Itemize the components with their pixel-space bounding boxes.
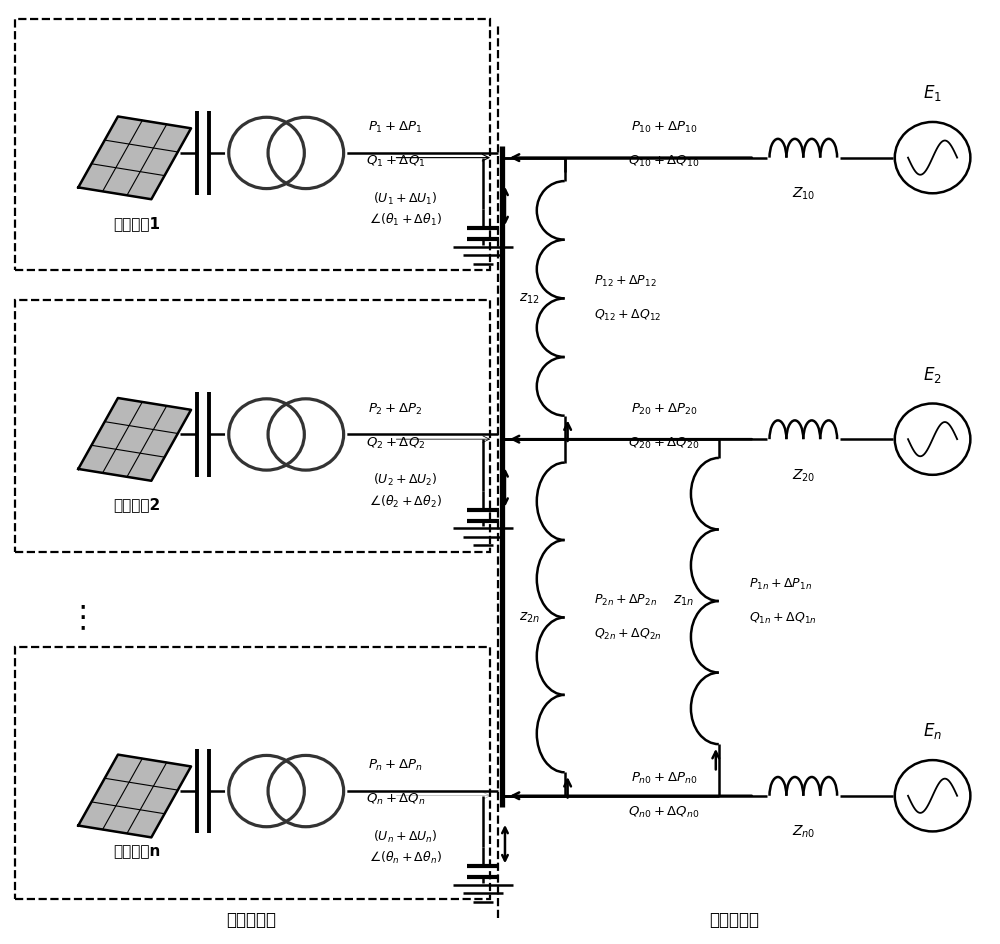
Text: 光伏设备n: 光伏设备n xyxy=(113,845,161,860)
Circle shape xyxy=(226,378,347,492)
Circle shape xyxy=(229,117,304,189)
Text: $Z_{20}$: $Z_{20}$ xyxy=(792,467,815,483)
Text: $P_2+\Delta P_2$: $P_2+\Delta P_2$ xyxy=(368,401,423,416)
Text: $E_2$: $E_2$ xyxy=(923,364,942,385)
Text: $Q_{2n}+\Delta Q_{2n}$: $Q_{2n}+\Delta Q_{2n}$ xyxy=(594,627,662,642)
Text: $Q_{10}+\Delta Q_{10}$: $Q_{10}+\Delta Q_{10}$ xyxy=(628,154,700,169)
Text: $Z_{n0}$: $Z_{n0}$ xyxy=(792,824,815,840)
Text: $P_{2n}+\Delta P_{2n}$: $P_{2n}+\Delta P_{2n}$ xyxy=(594,593,657,608)
Text: $P_{1n}+\Delta P_{1n}$: $P_{1n}+\Delta P_{1n}$ xyxy=(749,577,812,592)
Text: $P_1+\Delta P_1$: $P_1+\Delta P_1$ xyxy=(368,120,423,135)
Text: 光伏设备1: 光伏设备1 xyxy=(114,216,161,231)
Text: $Q_{12}+\Delta Q_{12}$: $Q_{12}+\Delta Q_{12}$ xyxy=(594,308,662,323)
Text: $\angle(\theta_n+\Delta\theta_n)$: $\angle(\theta_n+\Delta\theta_n)$ xyxy=(369,851,442,867)
Text: $Q_{20}+\Delta Q_{20}$: $Q_{20}+\Delta Q_{20}$ xyxy=(628,435,700,450)
Polygon shape xyxy=(78,398,191,480)
Circle shape xyxy=(229,755,304,827)
Text: $Q_1+\Delta Q_1$: $Q_1+\Delta Q_1$ xyxy=(366,154,425,169)
Bar xyxy=(15,19,490,270)
Text: $E_1$: $E_1$ xyxy=(923,83,942,103)
Text: $z_{2n}$: $z_{2n}$ xyxy=(519,610,540,625)
Text: $P_{10}+\Delta P_{10}$: $P_{10}+\Delta P_{10}$ xyxy=(631,120,697,135)
Text: $Z_{10}$: $Z_{10}$ xyxy=(792,186,815,202)
Text: $Q_2+\Delta Q_2$: $Q_2+\Delta Q_2$ xyxy=(366,435,425,450)
Text: 光伏设备2: 光伏设备2 xyxy=(113,497,161,513)
Text: $(U_n+\Delta U_n)$: $(U_n+\Delta U_n)$ xyxy=(373,829,438,845)
Text: $Q_n+\Delta Q_n$: $Q_n+\Delta Q_n$ xyxy=(366,792,425,807)
Circle shape xyxy=(226,96,347,210)
Circle shape xyxy=(895,122,970,194)
Circle shape xyxy=(895,403,970,475)
Polygon shape xyxy=(78,754,191,837)
Circle shape xyxy=(229,398,304,470)
Polygon shape xyxy=(78,116,191,199)
Circle shape xyxy=(226,734,347,848)
Text: $\angle(\theta_2+\Delta\theta_2)$: $\angle(\theta_2+\Delta\theta_2)$ xyxy=(369,494,442,510)
Text: $\angle(\theta_1+\Delta\theta_1)$: $\angle(\theta_1+\Delta\theta_1)$ xyxy=(369,212,442,228)
Bar xyxy=(15,648,490,899)
Text: $P_n+\Delta P_n$: $P_n+\Delta P_n$ xyxy=(368,758,423,773)
Text: $E_n$: $E_n$ xyxy=(923,721,942,741)
Text: 交流网络侧: 交流网络侧 xyxy=(709,911,759,929)
Circle shape xyxy=(268,398,344,470)
Circle shape xyxy=(895,760,970,832)
Circle shape xyxy=(268,117,344,189)
Text: $(U_2+\Delta U_2)$: $(U_2+\Delta U_2)$ xyxy=(373,472,438,488)
Text: $Q_{1n}+\Delta Q_{1n}$: $Q_{1n}+\Delta Q_{1n}$ xyxy=(749,611,816,626)
Text: $Q_{n0}+\Delta Q_{n0}$: $Q_{n0}+\Delta Q_{n0}$ xyxy=(628,805,700,820)
Text: 光伏设备侧: 光伏设备侧 xyxy=(226,911,276,929)
Text: $(U_1+\Delta U_1)$: $(U_1+\Delta U_1)$ xyxy=(373,191,438,207)
Text: $z_{1n}$: $z_{1n}$ xyxy=(673,594,694,608)
Text: $P_{n0}+\Delta P_{n0}$: $P_{n0}+\Delta P_{n0}$ xyxy=(631,771,697,786)
Bar xyxy=(15,300,490,551)
Circle shape xyxy=(268,755,344,827)
Text: $P_{12}+\Delta P_{12}$: $P_{12}+\Delta P_{12}$ xyxy=(594,274,657,289)
Text: $P_{20}+\Delta P_{20}$: $P_{20}+\Delta P_{20}$ xyxy=(631,401,697,416)
Text: $z_{12}$: $z_{12}$ xyxy=(519,291,540,306)
Text: ⋮: ⋮ xyxy=(67,603,98,632)
